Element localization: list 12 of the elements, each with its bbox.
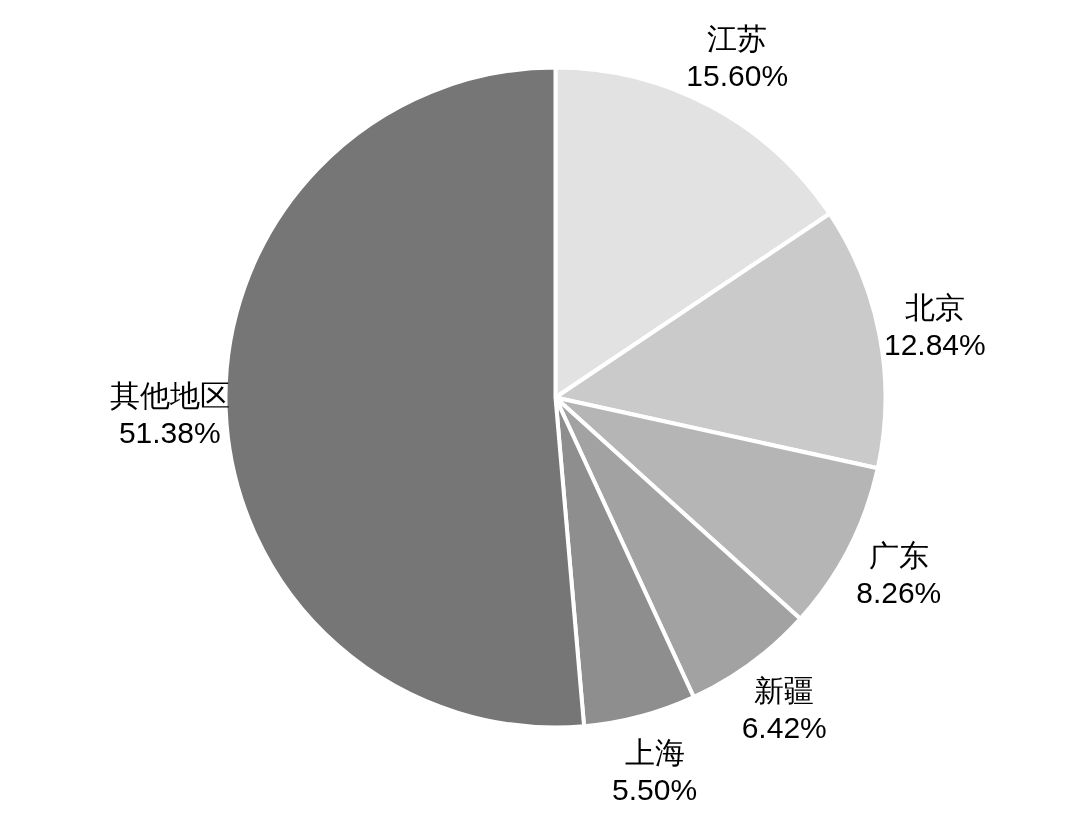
data-label: 51.38% bbox=[118, 416, 221, 450]
slice-label: 北京 bbox=[904, 290, 965, 324]
data-label: 15.60% bbox=[686, 58, 789, 92]
slice-label: 江苏 bbox=[707, 21, 768, 55]
data-label: 5.50% bbox=[612, 772, 698, 806]
slice-label: 新疆 bbox=[754, 673, 815, 707]
slice-label: 上海 bbox=[624, 735, 685, 769]
data-label: 12.84% bbox=[883, 327, 986, 361]
slice-label: 其他地区 bbox=[109, 379, 230, 413]
slice-label: 广东 bbox=[868, 539, 929, 573]
data-label: 6.42% bbox=[741, 710, 827, 744]
data-label: 8.26% bbox=[856, 576, 942, 610]
